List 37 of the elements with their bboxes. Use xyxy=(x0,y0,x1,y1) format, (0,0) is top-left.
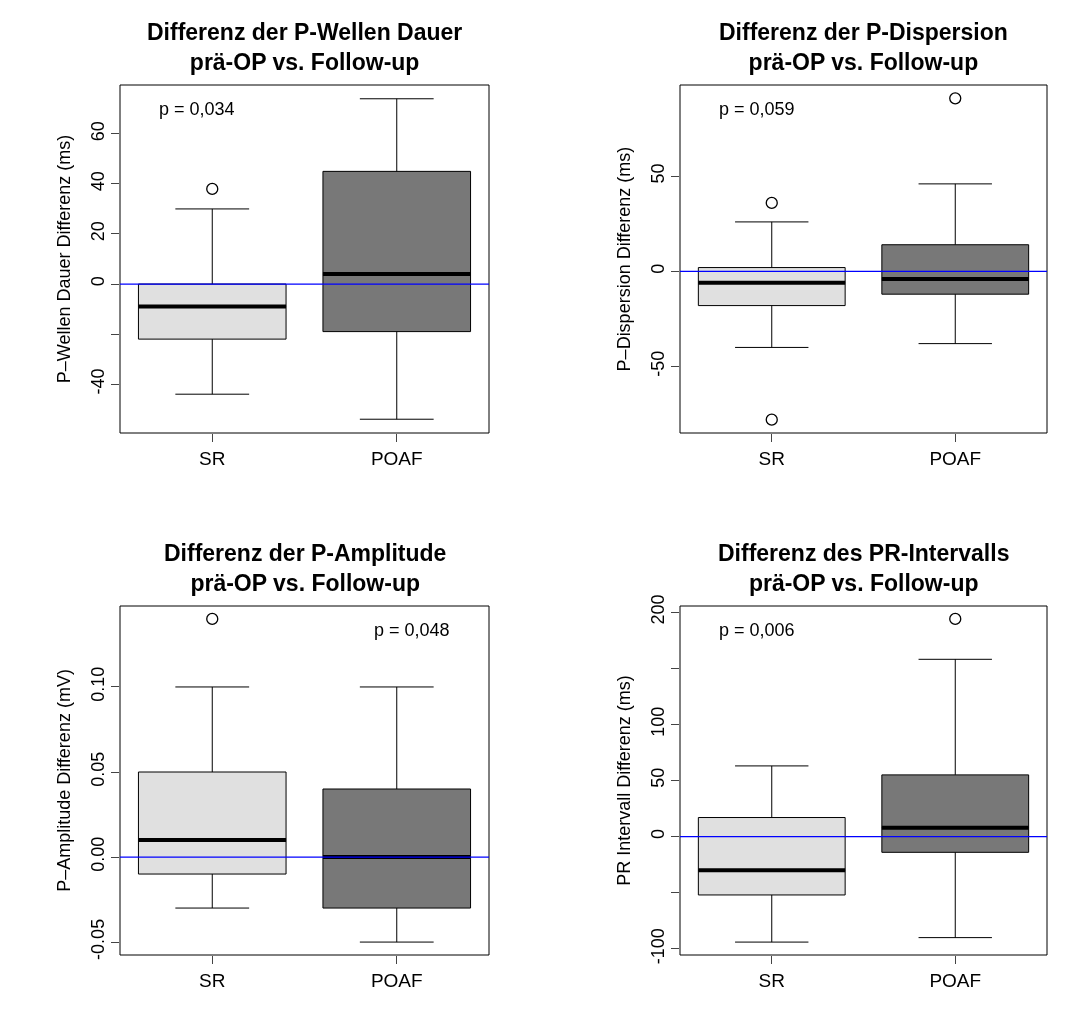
annotation: p = 0,059 xyxy=(719,99,795,119)
x-tick-label: SR xyxy=(758,447,785,469)
x-tick-label: SR xyxy=(758,969,785,991)
y-tick-label: 0 xyxy=(87,276,108,287)
y-tick-label: 50 xyxy=(647,163,668,184)
y-tick-label: -100 xyxy=(647,928,668,965)
x-tick-label: POAF xyxy=(370,447,423,469)
y-axis-title: PR Intervall Differenz (ms) xyxy=(614,675,634,886)
y-tick-label: 0 xyxy=(647,263,668,274)
y-tick-label: 50 xyxy=(647,767,668,788)
x-tick-label: POAF xyxy=(929,447,982,469)
y-tick-label: 20 xyxy=(87,221,108,242)
y-tick-label: 0.10 xyxy=(87,666,108,702)
y-tick-label: 60 xyxy=(87,121,108,142)
annotation: p = 0,006 xyxy=(719,620,795,640)
y-tick-label: 0.00 xyxy=(87,836,108,872)
x-tick-label: POAF xyxy=(370,969,423,991)
chart-title: Differenz der P-Wellen Dauer prä-OP vs. Follow-up xyxy=(147,19,463,75)
annotation: p = 0,034 xyxy=(159,99,235,119)
annotation: p = 0,048 xyxy=(374,620,450,640)
y-tick-label: 200 xyxy=(647,594,668,625)
y-axis-title: P–Amplitude Differenz (mV) xyxy=(54,669,74,892)
y-tick-label: -0.05 xyxy=(87,918,108,960)
chart-title: Differenz der P-Amplitude prä-OP vs. Follow-up xyxy=(164,540,447,596)
x-tick-label: SR xyxy=(199,969,226,991)
y-tick-label: -50 xyxy=(647,350,668,377)
y-tick-label: 40 xyxy=(87,171,108,192)
y-tick-label: 100 xyxy=(647,706,668,737)
y-axis-title: P–Dispersion Differenz (ms) xyxy=(614,146,634,372)
y-axis-title: P–Wellen Dauer Differenz (ms) xyxy=(54,134,74,384)
y-tick-label: -40 xyxy=(87,368,108,395)
y-tick-label: 0.05 xyxy=(87,751,108,787)
chart-title: Differenz des PR-Intervalls prä-OP vs. Follow-up xyxy=(718,540,1010,596)
x-tick-label: POAF xyxy=(929,969,982,991)
y-tick-label: 0 xyxy=(647,828,668,839)
chart-title: Differenz der P-Dispersion prä-OP vs. Follow-up xyxy=(719,19,1008,75)
x-tick-label: SR xyxy=(199,447,226,469)
